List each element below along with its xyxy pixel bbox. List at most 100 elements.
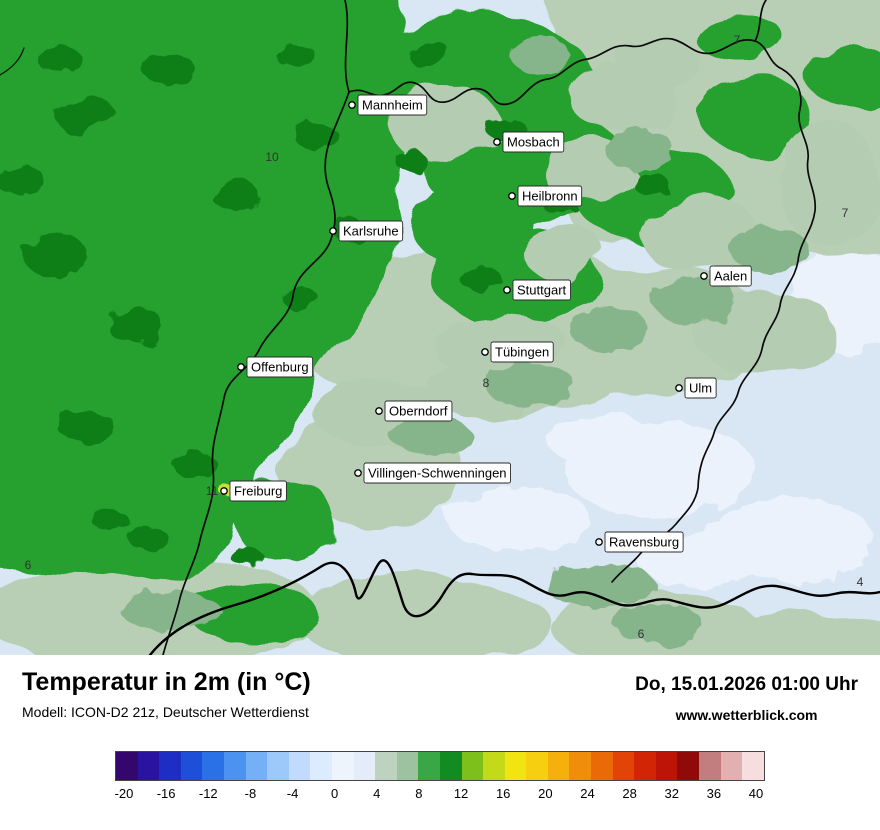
city-dot [220,487,228,495]
colorbar-segment [591,752,613,780]
temperature-map: 10 7 7 8 11 6 4 6 Mannheim Mosbach Heilbronn Karls… [0,0,880,655]
map-medium-green-patches [120,37,810,643]
colorbar-segment [288,752,311,780]
colorbar-segment [439,752,462,780]
city-marker: Karlsruhe [329,220,404,242]
city-label-box [338,220,404,242]
city-label-box [490,341,554,363]
colorbar-segment [202,752,224,780]
city-label-box [512,279,571,301]
city-marker: Stuttgart [503,279,571,301]
city-marker: Ulm [675,377,717,399]
city-dot [481,348,489,356]
colorbar-tick-label: 20 [538,786,553,801]
map-temp-value: 7 [842,206,849,220]
map-temp-value: 8 [483,376,490,390]
colorbar-segment [699,752,721,780]
city-dot [675,384,683,392]
colorbar-tick-label: 36 [706,786,722,801]
colorbar-tick-label: -8 [244,786,257,801]
city-label: Ravensburg [609,535,679,550]
colorbar-segment [655,752,678,780]
city-label: Mannheim [362,98,423,113]
city-marker: Mosbach [493,131,565,153]
colorbar-segment [461,752,484,780]
city-label-box [502,131,565,153]
colorbar-segment [418,752,440,780]
city-label: Oberndorf [389,404,448,419]
page-title: Temperatur in 2m (in °C) [22,668,311,696]
colorbar-segment [396,752,419,780]
city-label-box [709,265,752,287]
city-label: Offenburg [251,360,309,375]
city-dot [354,469,362,477]
colorbar-segment [742,752,764,780]
colorbar-segment [547,752,570,780]
map-footer: Temperatur in 2m (in °C) Modell: ICON-D2… [0,655,880,830]
colorbar-tick-label: 40 [748,786,764,801]
city-label: Freiburg [234,484,282,499]
city-label-box [684,377,717,399]
city-label-box [363,462,511,484]
city-dot [237,363,245,371]
colorbar-segment [137,752,160,780]
city-label: Tübingen [495,345,549,360]
colorbar-segment [159,752,181,780]
map-dark-green-speckles [0,42,670,568]
city-dot [595,538,603,546]
colorbar-tick-label: 24 [580,786,595,801]
colorbar-segment [720,752,743,780]
city-label: Karlsruhe [343,224,399,239]
city-marker: Mannheim [348,94,428,116]
colorbar-segment [612,752,635,780]
colorbar-labels: -20 -16 -12 -8 -4 0 4 8 12 16 20 24 28 32 36 40 [115,786,764,802]
model-info: Modell: ICON-D2 21z, Deutscher Wetterdie… [22,703,309,720]
map-temp-value: 10 [265,150,279,164]
forecast-datetime: Do, 15.01.2026 01:00 Uhr [635,674,858,695]
colorbar-segment [267,752,289,780]
city-dot [493,138,501,146]
city-label-box [246,356,314,378]
city-marker: Oberndorf [375,400,453,422]
city-dot [508,192,516,200]
city-marker: Offenburg [237,356,314,378]
colorbar-segment [504,752,527,780]
colorbar-tick-label: 8 [415,786,423,801]
city-label-box [357,94,428,116]
colorbar-segment [331,752,354,780]
city-marker: Aalen [700,265,752,287]
city-label: Stuttgart [517,283,567,298]
city-marker: Freiburg [220,480,287,502]
title-block: Temperatur in 2m (in °C) Modell: ICON-D2… [22,668,311,720]
city-label: Villingen-Schwenningen [368,466,507,481]
city-label-box [604,531,684,553]
colorbar-tick-label: -16 [156,786,176,801]
city-markers-layer: Mannheim Mosbach Heilbronn Karlsruhe Stuttga… [220,94,752,553]
city-label: Ulm [689,381,712,396]
map-temp-value: 6 [25,558,32,572]
colorbar-tick-label: 28 [622,786,637,801]
city-label: Mosbach [507,135,560,150]
colorbar-tick-label: -20 [114,786,134,801]
colorbar-segment [180,752,203,780]
colorbar-segment [634,752,656,780]
city-dot [329,227,337,235]
colorbar-tick-label: -12 [198,786,218,801]
map-temp-value: 11 [206,484,219,498]
city-label: Heilbronn [522,189,578,204]
state-borders [0,0,817,655]
city-dot [348,101,356,109]
city-dot [503,286,511,294]
colorbar-segment [569,752,592,780]
city-marker: Tübingen [481,341,554,363]
colorbar-segment [245,752,268,780]
city-marker: Ravensburg [595,531,684,553]
city-label-box [384,400,453,422]
city-dot [375,407,383,415]
map-temp-value: 7 [734,33,741,47]
map-temp-value: 6 [638,627,645,641]
colorbar-tick-label: 12 [453,786,469,801]
colorbar-segment [223,752,246,780]
colorbar-tick-label: 32 [664,786,679,801]
city-label-box [517,185,583,207]
